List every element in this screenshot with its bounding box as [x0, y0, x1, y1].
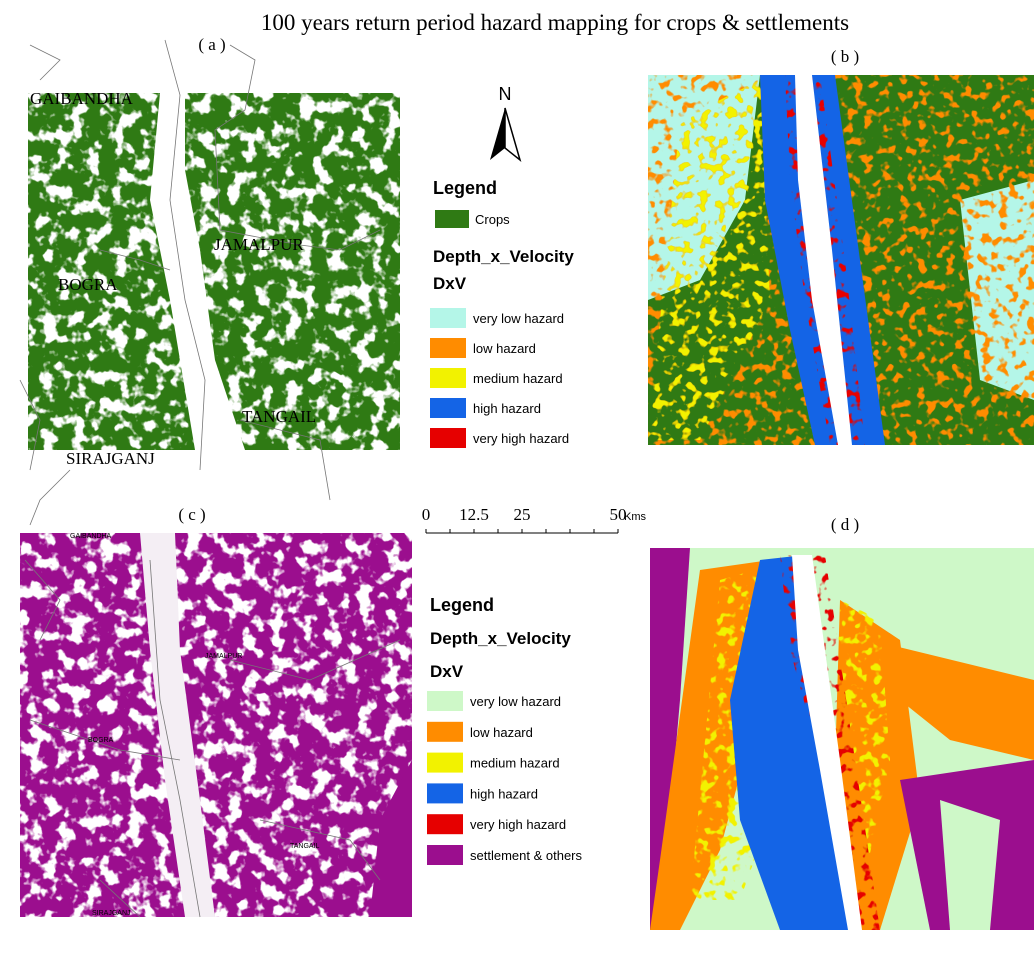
- place-name: BOGRA: [88, 737, 114, 744]
- legend-swatch: [427, 722, 463, 742]
- legend-crops: Legend Crops Depth_x_Velocity DxV very low h…: [430, 178, 574, 448]
- map-d: [650, 548, 1034, 930]
- map-c: [20, 533, 412, 917]
- legend-title: Legend: [430, 595, 494, 615]
- legend-field: DxV: [430, 662, 464, 681]
- legend-swatch: [430, 308, 466, 328]
- legend-field-title: Depth_x_Velocity: [433, 247, 574, 266]
- scale-label: 25: [514, 505, 531, 524]
- place-name: JAMALPUR: [214, 235, 304, 254]
- figure: 100 years return period hazard mapping f…: [0, 0, 1034, 953]
- legend-swatch: [427, 691, 463, 711]
- legend-label: low hazard: [473, 341, 536, 356]
- legend-settlements: Legend Depth_x_Velocity DxV very low hazard…: [427, 595, 582, 865]
- place-name: JAMALPUR: [205, 653, 242, 660]
- legend-swatch: [427, 753, 463, 773]
- legend-title: Legend: [433, 178, 497, 198]
- panel-label: ( b ): [831, 47, 859, 66]
- panel-label: ( c ): [178, 505, 205, 524]
- legend-swatch: [427, 783, 463, 803]
- legend-swatch: [427, 814, 463, 834]
- legend-swatch: [435, 210, 469, 228]
- place-name: GAIBANDHA: [70, 533, 112, 540]
- texture: [28, 93, 400, 450]
- place-name: GAIBANDHA: [30, 89, 134, 108]
- legend-label: low hazard: [470, 725, 533, 740]
- legend-label: medium hazard: [470, 756, 560, 771]
- legend-label: settlement & others: [470, 848, 582, 863]
- legend-swatch: [430, 338, 466, 358]
- map-a: [28, 93, 400, 450]
- texture: [20, 533, 412, 917]
- legend-label: very low hazard: [473, 311, 564, 326]
- place-name: TANGAIL: [290, 843, 320, 850]
- legend-label: Crops: [475, 212, 510, 227]
- legend-swatch: [430, 428, 466, 448]
- legend-label: high hazard: [473, 401, 541, 416]
- legend-swatch: [427, 845, 463, 865]
- panel-label: ( d ): [831, 515, 859, 534]
- legend-swatch: [430, 398, 466, 418]
- place-name: TANGAIL: [242, 407, 316, 426]
- place-name: BOGRA: [58, 275, 118, 294]
- scale-label: 0: [422, 505, 431, 524]
- map-b: [648, 75, 1034, 445]
- legend-field: DxV: [433, 274, 467, 293]
- place-name: SIRAJGANJ: [66, 449, 155, 468]
- north-label: N: [499, 84, 512, 104]
- panel-label: ( a ): [198, 35, 225, 54]
- legend-field-title: Depth_x_Velocity: [430, 629, 571, 648]
- legend-label: very low hazard: [470, 694, 561, 709]
- hazard-very-low: [940, 800, 1000, 930]
- legend-label: medium hazard: [473, 371, 563, 386]
- place-name: SIRAJGANJ: [92, 910, 131, 917]
- scale-label: 12.5: [459, 505, 489, 524]
- scale-unit: Kms: [624, 511, 647, 523]
- legend-swatch: [430, 368, 466, 388]
- legend-label: very high hazard: [473, 431, 569, 446]
- figure-title: 100 years return period hazard mapping f…: [261, 10, 849, 35]
- legend-label: very high hazard: [470, 817, 566, 832]
- north-arrow: N: [490, 84, 520, 160]
- legend-label: high hazard: [470, 786, 538, 801]
